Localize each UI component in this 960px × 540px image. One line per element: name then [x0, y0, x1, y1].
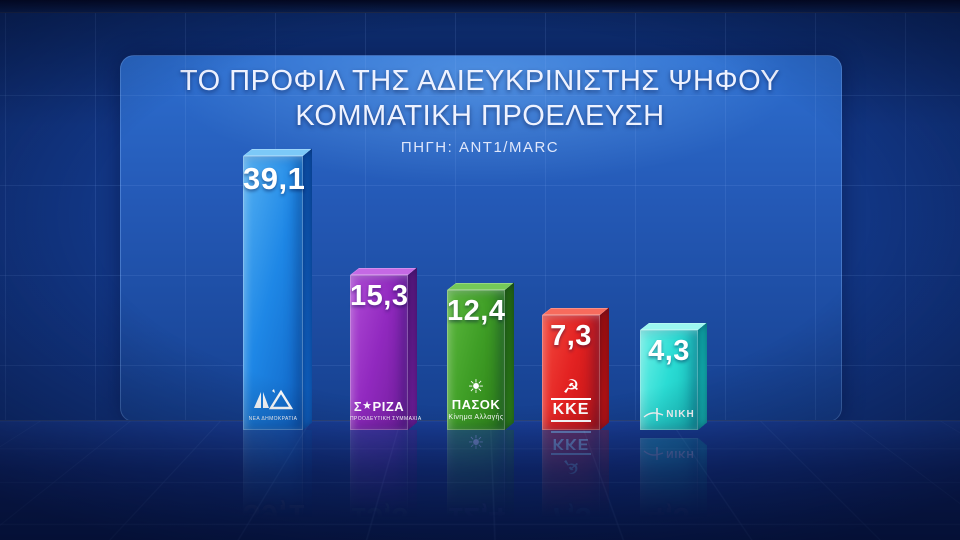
bar-face: 7,3 ☭ ΚΚΕ [542, 430, 600, 538]
bar-niki: 4,3 ΝΙΚΗ [640, 322, 707, 430]
party-logo-text: ΚΚΕ [550, 431, 592, 455]
bar-reflection: 39,1 ΝΕΑ ΔΗΜΟΚΡΑΤΙΑ [243, 430, 315, 538]
party-logo-niki: ΝΙΚΗ [640, 407, 698, 422]
bar-face: 12,4 ☀ ΠΑΣΟΚ Κίνημα Αλλαγής [447, 430, 505, 538]
value-label: 15,3 [350, 501, 409, 533]
party-logo-text: ΝΙΚΗ [666, 409, 695, 420]
bar-side-face [698, 438, 707, 538]
bar-face: 4,3 ΝΙΚΗ [640, 330, 698, 430]
bar-reflection: 15,3 Σ★ΡΙΖΑ ΠΡΟΟΔΕΥΤΙΚΗ ΣΥΜΜΑΧΙΑ [350, 430, 420, 538]
page-subtitle: ΚΟΜΜΑΤΙΚΗ ΠΡΟΕΛΕΥΣΗ [295, 100, 665, 132]
bar-top-face [447, 283, 514, 290]
bar-face: 39,1 ΝΕΑ ΔΗΜΟΚΡΑΤΙΑ [243, 430, 306, 538]
bar-side-face [408, 430, 417, 538]
bar-side-face [505, 282, 514, 430]
bar-reflection: 4,3 ΝΙΚΗ [640, 430, 710, 538]
hammer-sickle-icon: ☭ [562, 377, 580, 399]
value-label: 7,3 [550, 320, 592, 352]
value-label: 12,4 [447, 501, 506, 533]
party-logo-pasok: ☀ ΠΑΣΟΚ Κίνημα Αλλαγής [447, 378, 505, 422]
bar-top-face [243, 149, 312, 156]
party-logo-subtext: Κίνημα Αλλαγής [448, 414, 504, 422]
bar-side-face [600, 430, 609, 538]
bar-side-face [505, 430, 514, 538]
bar-side-face [600, 307, 609, 430]
party-logo-text: ΝΕΑ ΔΗΜΟΚΡΑΤΙΑ [248, 415, 298, 422]
niki-cross-icon [643, 408, 664, 421]
party-logo-text: ΝΙΚΗ [666, 448, 695, 459]
value-label: 4,3 [648, 501, 690, 533]
bar-face: 4,3 ΝΙΚΗ [640, 438, 698, 538]
bar-face: 7,3 ☭ ΚΚΕ [542, 315, 600, 430]
bar-side-face [698, 322, 707, 430]
bar-top-face [350, 268, 417, 275]
title-block: ΤΟ ΠΡΟΦΙΛ ΤΗΣ ΑΔΙΕΥΚΡΙΝΙΣΤΗΣ ΨΗΦΟΥ ΚΟΜΜΑ… [120, 55, 840, 156]
page-title: ΤΟ ΠΡΟΦΙΛ ΤΗΣ ΑΔΙΕΥΚΡΙΝΙΣΤΗΣ ΨΗΦΟΥ [179, 65, 781, 97]
value-label: 39,1 [243, 498, 306, 533]
party-logo-pasok: ☀ ΠΑΣΟΚ Κίνημα Αλλαγής [447, 430, 505, 451]
value-label: 15,3 [350, 280, 409, 312]
value-label: 12,4 [447, 295, 506, 327]
bar-kke: 7,3 ☭ ΚΚΕ [542, 307, 609, 430]
bar-side-face [408, 267, 417, 430]
bar-top-face [640, 323, 707, 330]
party-logo-kke: ☭ ΚΚΕ [542, 378, 600, 422]
party-logo-text: ΚΚΕ [550, 398, 592, 422]
sun-icon: ☀ [467, 377, 485, 399]
niki-cross-icon [643, 447, 664, 460]
bar-kke: 7,3 ☭ ΚΚΕ [542, 430, 609, 538]
bar-reflection: 12,4 ☀ ΠΑΣΟΚ Κίνημα Αλλαγής [447, 430, 517, 538]
bar-face: 15,3 Σ★ΡΙΖΑ ΠΡΟΟΔΕΥΤΙΚΗ ΣΥΜΜΑΧΙΑ [350, 430, 408, 538]
party-logo-nd: ΝΕΑ ΔΗΜΟΚΡΑΤΙΑ [243, 388, 303, 422]
value-label: 39,1 [243, 161, 306, 196]
hammer-sickle-icon: ☭ [562, 454, 580, 476]
bar-nea-dimokratia: 39,1 ΝΕΑ ΔΗΜΟΚΡΑΤΙΑ [243, 148, 312, 430]
source-label: ΠΗΓΗ: ANT1/MARC [400, 139, 560, 156]
bar-top-face [542, 308, 609, 315]
party-logo-syriza: Σ★ΡΙΖΑ ΠΡΟΟΔΕΥΤΙΚΗ ΣΥΜΜΑΧΙΑ [350, 399, 422, 422]
top-dark-strip [0, 0, 960, 13]
bar-pasok: 12,4 ☀ ΠΑΣΟΚ Κίνημα Αλλαγής [447, 282, 514, 430]
value-label: 7,3 [550, 501, 592, 533]
party-logo-text: Σ★ΡΙΖΑ [353, 399, 405, 415]
value-label: 4,3 [648, 335, 690, 367]
bar-face: 39,1 ΝΕΑ ΔΗΜΟΚΡΑΤΙΑ [243, 156, 306, 430]
bar-niki: 4,3 ΝΙΚΗ [640, 438, 707, 538]
party-logo-kke: ☭ ΚΚΕ [542, 431, 600, 476]
party-logo-niki: ΝΙΚΗ [640, 446, 698, 461]
bar-face: 12,4 ☀ ΠΑΣΟΚ Κίνημα Αλλαγής [447, 290, 505, 430]
bar-nea-dimokratia: 39,1 ΝΕΑ ΔΗΜΟΚΡΑΤΙΑ [243, 430, 312, 538]
bar-pasok: 12,4 ☀ ΠΑΣΟΚ Κίνημα Αλλαγής [447, 430, 514, 538]
party-logo-text: ΠΑΣΟΚ [451, 397, 501, 413]
bar-syriza: 15,3 Σ★ΡΙΖΑ ΠΡΟΟΔΕΥΤΙΚΗ ΣΥΜΜΑΧΙΑ [350, 267, 422, 430]
star-icon: ★ [362, 400, 373, 413]
bar-face: 15,3 Σ★ΡΙΖΑ ΠΡΟΟΔΕΥΤΙΚΗ ΣΥΜΜΑΧΙΑ [350, 275, 422, 430]
sun-icon: ☀ [467, 430, 485, 451]
bar-syriza: 15,3 Σ★ΡΙΖΑ ΠΡΟΟΔΕΥΤΙΚΗ ΣΥΜΜΑΧΙΑ [350, 430, 417, 538]
nd-triangles-icon [254, 388, 294, 410]
party-logo-subtext: ΠΡΟΟΔΕΥΤΙΚΗ ΣΥΜΜΑΧΙΑ [350, 415, 422, 422]
bar-reflection: 7,3 ☭ ΚΚΕ [542, 430, 612, 538]
